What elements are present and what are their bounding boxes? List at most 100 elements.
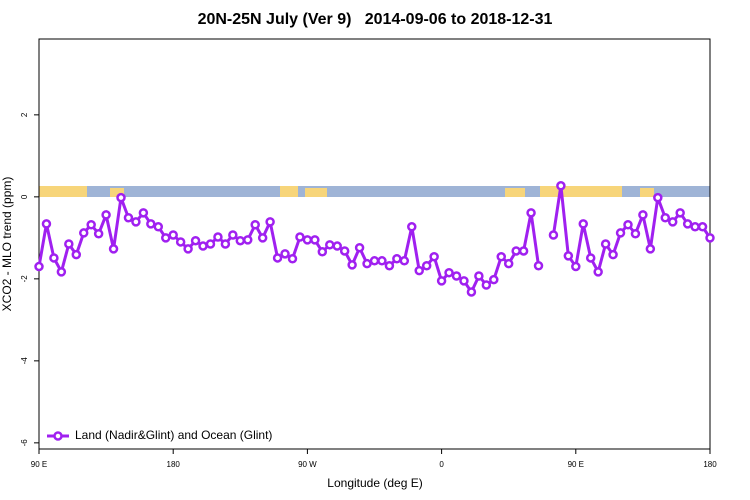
data-point — [392, 254, 402, 264]
data-point — [49, 253, 59, 263]
data-point — [183, 244, 193, 254]
data-point — [466, 287, 477, 297]
data-point — [250, 219, 260, 230]
data-point — [168, 230, 178, 240]
data-point — [116, 192, 126, 203]
data-point — [265, 217, 275, 227]
y-tick-label: 0 — [20, 194, 29, 199]
data-point — [287, 254, 298, 264]
data-point — [511, 246, 521, 256]
data-point — [496, 251, 506, 262]
data-point — [160, 233, 171, 243]
data-point — [653, 192, 663, 203]
data-point — [213, 232, 223, 242]
data-point — [310, 235, 320, 245]
y-tick-label: -4 — [20, 357, 29, 365]
data-point — [638, 210, 648, 220]
x-tick-label: 180 — [167, 460, 181, 469]
x-tick-label: 90 E — [568, 460, 584, 469]
data-point — [108, 244, 119, 254]
data-point — [571, 261, 581, 272]
data-point — [272, 253, 283, 263]
data-point — [131, 217, 141, 227]
data-point — [86, 219, 96, 230]
data-point — [481, 280, 492, 290]
data-point — [71, 249, 82, 260]
x-axis-label: Longitude (deg E) — [327, 476, 422, 490]
data-point — [436, 276, 447, 286]
data-point — [384, 260, 395, 271]
data-point — [257, 233, 268, 243]
data-point — [459, 276, 469, 286]
data-point — [280, 249, 290, 259]
data-point — [563, 251, 574, 261]
x-tick-label: 0 — [439, 460, 444, 469]
data-point — [153, 222, 164, 232]
plot-frame — [38, 38, 711, 450]
data-point — [451, 271, 462, 281]
legend-marker — [53, 431, 63, 441]
data-point — [548, 230, 559, 240]
data-point — [615, 228, 626, 238]
x-tick-label: 180 — [703, 460, 717, 469]
data-point — [690, 222, 700, 232]
y-tick-label: -2 — [20, 275, 29, 283]
data-point — [705, 233, 715, 243]
data-point — [332, 241, 342, 251]
data-point — [220, 239, 231, 249]
data-point — [205, 239, 216, 249]
data-point — [533, 260, 544, 271]
data-point — [228, 230, 238, 240]
map-strip — [39, 186, 710, 197]
data-point — [489, 274, 499, 285]
data-point — [78, 228, 89, 238]
data-point — [503, 258, 514, 269]
data-point — [317, 247, 328, 257]
data-point — [302, 235, 313, 245]
data-point — [123, 213, 134, 223]
data-point — [444, 267, 454, 278]
data-point — [645, 244, 656, 254]
x-tick-label: 90 W — [298, 460, 317, 469]
data-point — [518, 246, 529, 256]
data-point — [407, 222, 417, 232]
data-point — [235, 235, 246, 246]
data-point — [585, 253, 596, 263]
data-point — [474, 271, 484, 281]
data-point — [526, 208, 536, 218]
y-tick-label: 2 — [20, 112, 29, 117]
data-point — [138, 208, 149, 218]
data-point — [623, 219, 633, 230]
data-line — [37, 185, 712, 296]
data-point — [697, 222, 708, 232]
data-point — [556, 181, 566, 191]
data-point — [675, 208, 685, 218]
data-point — [101, 210, 111, 220]
data-point — [190, 235, 201, 246]
legend-label: Land (Nadir&Glint) and Ocean (Glint) — [75, 428, 272, 442]
data-point — [414, 265, 424, 276]
data-point — [41, 219, 52, 229]
y-axis-label: XCO2 - MLO trend (ppm) — [0, 177, 14, 312]
data-point — [369, 256, 380, 266]
data-point — [682, 219, 693, 229]
data-point — [34, 261, 44, 272]
data-point — [377, 256, 387, 266]
data-point — [578, 219, 589, 229]
x-tick-label: 90 E — [31, 460, 47, 469]
data-point — [295, 232, 305, 242]
data-point — [339, 246, 350, 256]
y-tick-label: -6 — [20, 439, 29, 447]
chart-title: 20N-25N July (Ver 9) 2014-09-06 to 2018-… — [198, 11, 553, 28]
data-point — [600, 239, 611, 249]
data-point — [243, 235, 253, 245]
data-point — [429, 251, 439, 262]
data-point — [198, 241, 208, 251]
data-point — [362, 258, 372, 269]
data-point — [347, 260, 357, 270]
data-point — [399, 256, 410, 266]
data-point — [593, 267, 603, 277]
data-point — [608, 249, 618, 260]
data-point — [93, 229, 104, 239]
